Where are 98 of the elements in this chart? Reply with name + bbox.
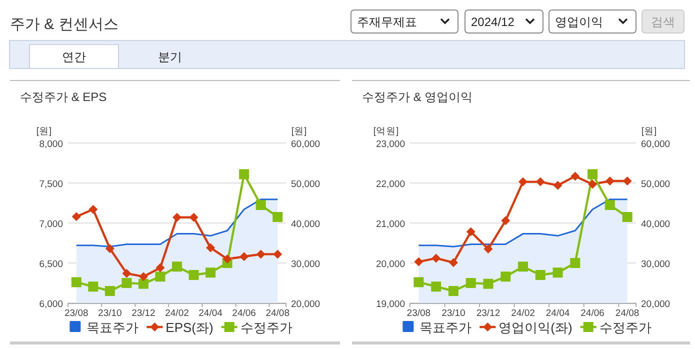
point xyxy=(239,169,250,180)
y-axis-title: [원] xyxy=(36,126,52,137)
point xyxy=(432,254,441,263)
x-tick-label: 24/04 xyxy=(546,308,570,319)
point xyxy=(155,272,166,282)
point xyxy=(240,252,249,262)
point xyxy=(104,286,115,296)
legend-label: 목표주가 xyxy=(86,320,139,335)
point xyxy=(622,176,632,186)
point xyxy=(605,176,614,186)
legend-label: 목표주가 xyxy=(420,320,472,335)
x-tick-label: 24/06 xyxy=(580,308,604,319)
y2-tick-label: 20,000 xyxy=(291,299,320,310)
x-tick-label: 23/08 xyxy=(64,308,88,319)
point xyxy=(156,263,165,272)
point xyxy=(483,278,494,289)
point xyxy=(448,258,458,268)
point xyxy=(273,250,282,259)
chart-title: 수정주가 & EPS xyxy=(20,90,107,104)
point xyxy=(122,278,132,288)
y2-tick-label: 50,000 xyxy=(291,179,320,190)
point xyxy=(88,282,98,292)
point xyxy=(256,200,266,210)
x-tick-label: 24/08 xyxy=(615,308,640,319)
y-tick-label: 7,500 xyxy=(39,179,63,190)
point xyxy=(518,177,528,186)
point xyxy=(518,262,528,272)
point xyxy=(206,268,216,278)
x-tick-label: 23/10 xyxy=(98,308,122,319)
point xyxy=(189,212,198,222)
y2-tick-label: 60,000 xyxy=(291,139,320,150)
point xyxy=(122,268,132,278)
x-tick-label: 23/10 xyxy=(442,308,466,319)
point xyxy=(138,278,148,289)
y-tick-label: 19,000 xyxy=(376,299,405,310)
point xyxy=(604,200,615,210)
legend-label: 수정주가 xyxy=(599,320,652,335)
y-tick-label: 22,000 xyxy=(376,179,405,190)
point xyxy=(570,258,580,268)
y2-tick-label: 40,000 xyxy=(291,219,320,230)
point xyxy=(431,282,442,292)
point xyxy=(588,180,598,189)
y2-tick-label: 30,000 xyxy=(291,259,320,270)
y2-axis-title: [원] xyxy=(291,126,307,137)
point xyxy=(88,204,98,214)
x-tick-label: 24/08 xyxy=(266,308,290,319)
point xyxy=(448,286,458,296)
legend-label: 영업이익(좌) xyxy=(498,320,572,335)
y-tick-label: 21,000 xyxy=(376,219,405,230)
point xyxy=(535,270,546,280)
point xyxy=(536,177,545,186)
point xyxy=(622,212,632,222)
x-tick-label: 24/04 xyxy=(198,308,222,319)
point xyxy=(188,270,199,280)
point xyxy=(570,172,580,181)
point xyxy=(501,216,510,226)
point xyxy=(466,278,476,288)
y-axis-title: [억원] xyxy=(373,126,399,137)
x-tick-label: 23/08 xyxy=(406,308,431,319)
y2-tick-label: 60,000 xyxy=(641,139,670,150)
y-tick-label: 6,500 xyxy=(39,259,63,270)
point xyxy=(256,250,266,259)
legend-label: 수정주가 xyxy=(240,320,292,335)
point xyxy=(206,243,216,252)
point xyxy=(484,244,493,254)
point xyxy=(588,169,598,180)
y-tick-label: 8,000 xyxy=(39,139,63,150)
point xyxy=(272,212,283,222)
x-tick-label: 24/02 xyxy=(165,308,189,319)
point xyxy=(500,272,511,282)
y-tick-label: 23,000 xyxy=(376,139,405,150)
chart-title: 수정주가 & 영업이익 xyxy=(362,90,473,104)
y2-axis-title: [원] xyxy=(641,126,657,137)
point xyxy=(466,227,476,236)
page-header: 주가 & 컨센서스 주재무제표 2024/12 영업이익 검색 연간 분기 xyxy=(9,10,685,69)
point xyxy=(105,244,114,254)
y2-tick-label: 50,000 xyxy=(641,179,670,190)
point xyxy=(172,212,182,222)
y2-tick-label: 40,000 xyxy=(641,219,670,230)
point xyxy=(414,257,424,266)
point xyxy=(414,277,424,288)
x-tick-label: 23/12 xyxy=(476,308,500,319)
y-tick-label: 20,000 xyxy=(376,259,405,270)
point xyxy=(553,180,562,190)
x-tick-label: 24/02 xyxy=(511,308,535,319)
point xyxy=(222,254,232,264)
y2-tick-label: 30,000 xyxy=(641,259,670,270)
point xyxy=(71,277,82,288)
y-tick-label: 7,000 xyxy=(39,219,63,230)
legend-label: EPS(좌) xyxy=(166,320,214,335)
x-tick-label: 24/06 xyxy=(232,308,256,319)
y2-tick-label: 20,000 xyxy=(641,299,670,310)
x-tick-label: 23/12 xyxy=(132,308,156,319)
y-tick-label: 6,000 xyxy=(39,299,63,310)
point xyxy=(552,268,563,278)
point xyxy=(172,262,182,272)
point xyxy=(72,212,81,222)
point xyxy=(138,272,148,282)
